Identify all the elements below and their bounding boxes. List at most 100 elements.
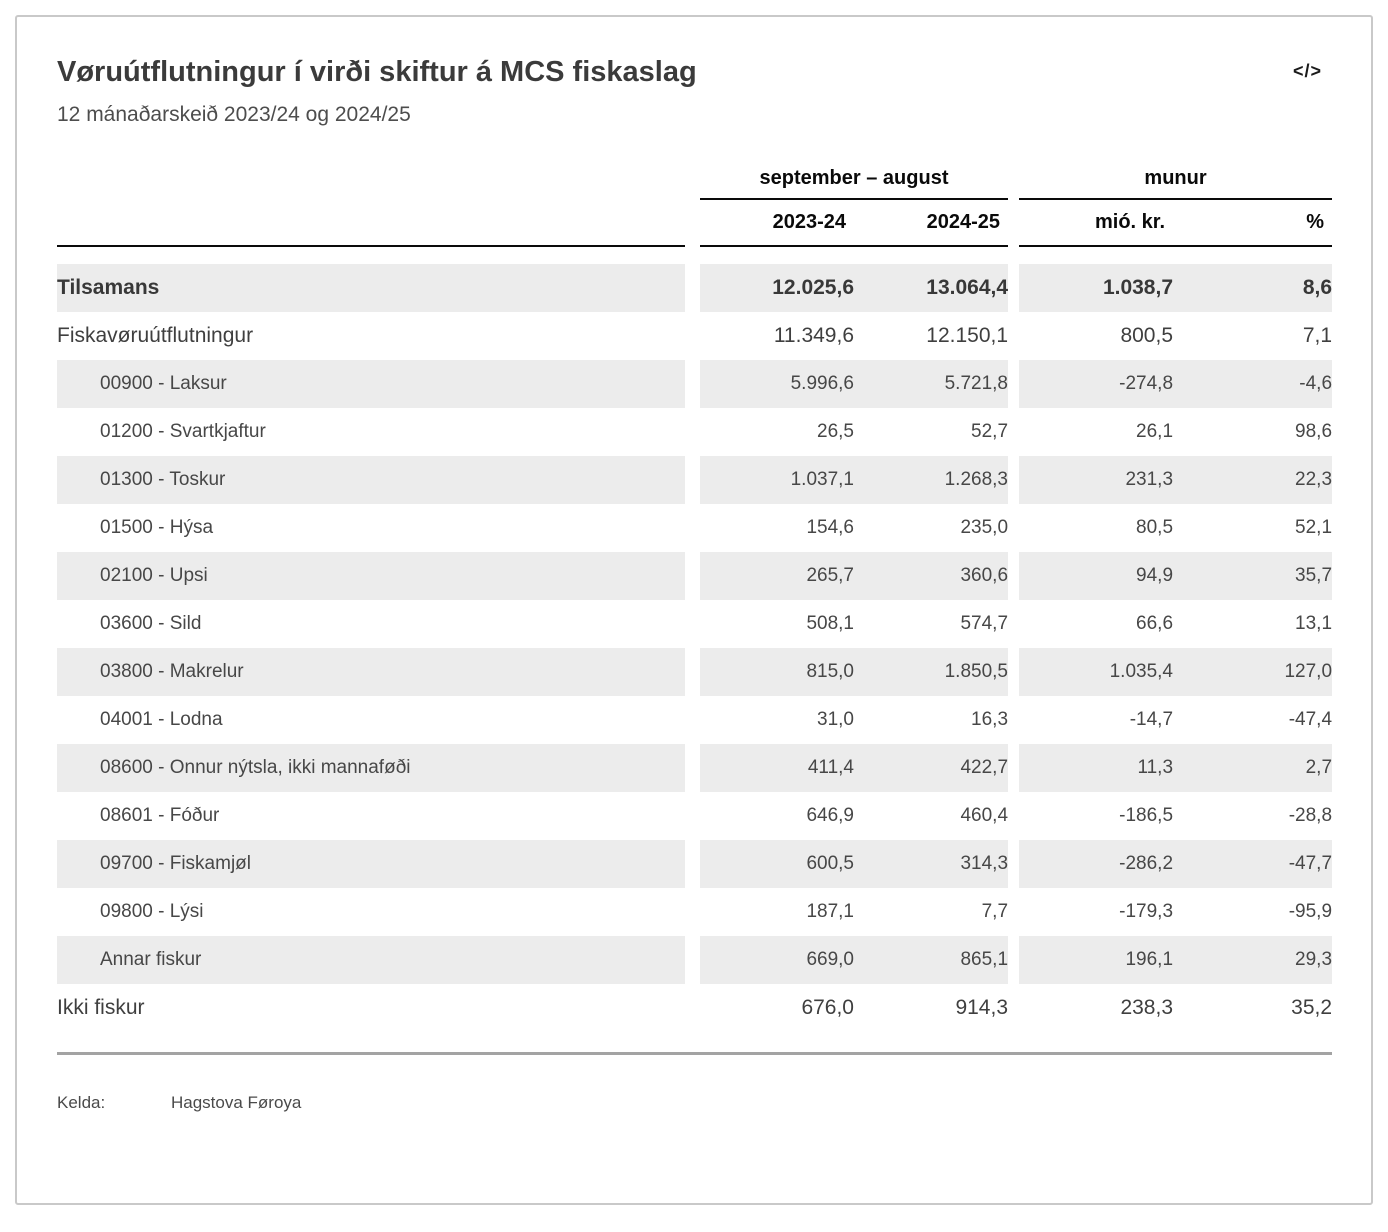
gap-cell [1008, 792, 1020, 840]
value-2023-24: 12.025,6 [700, 264, 854, 312]
table-row: Fiskavøruútflutningur 11.349,6 12.150,1 … [57, 312, 1332, 360]
value-munur-mio-kr: 238,3 [1120, 996, 1174, 1019]
data-table: september – august munur 2023-24 2024-25… [57, 159, 1333, 1032]
gap-cell [1008, 504, 1020, 552]
empty-corner-cell [57, 159, 685, 199]
row-label: 09800 - Lýsi [100, 901, 204, 922]
row-label: 03800 - Makrelur [57, 648, 685, 696]
row-label: 02100 - Upsi [57, 552, 685, 600]
row-label: Annar fiskur [57, 936, 685, 984]
table-row: 03600 - Sild 508,1 574,7 66,6 13,1 [57, 600, 1332, 648]
gap-cell [1008, 936, 1020, 984]
value-munur-percent: -95,9 [1288, 901, 1333, 922]
value-munur-mio-kr: 26,1 [1136, 421, 1174, 442]
gap-cell [1008, 456, 1020, 504]
value-munur-mio-kr: 11,3 [1019, 744, 1174, 792]
value-munur-mio-kr: 1.038,7 [1019, 264, 1174, 312]
gap-cell [1008, 199, 1020, 246]
table-row: 01500 - Hýsa 154,6 235,0 80,5 52,1 [57, 504, 1332, 552]
value-2023-24: 11.349,6 [773, 324, 854, 347]
value-munur-percent: 35,2 [1291, 996, 1333, 1019]
gap-cell [685, 264, 700, 312]
row-label: 08600 - Onnur nýtsla, ikki mannaføði [57, 744, 685, 792]
value-munur-percent: -28,8 [1288, 805, 1333, 826]
value-2024-25: 314,3 [854, 840, 1009, 888]
table-body: Tilsamans 12.025,6 13.064,4 1.038,7 8,6 … [57, 264, 1333, 1032]
column-header-2023-24: 2023-24 [700, 199, 854, 247]
gap-cell [1008, 888, 1020, 936]
footer-divider [57, 1052, 1332, 1055]
value-munur-percent: 22,3 [1173, 456, 1333, 504]
value-munur-mio-kr: 66,6 [1136, 613, 1174, 634]
gap-cell [685, 648, 700, 696]
table-row: Ikki fiskur 676,0 914,3 238,3 35,2 [57, 984, 1332, 1032]
gap-cell [685, 744, 700, 792]
row-label: 00900 - Laksur [57, 360, 685, 408]
value-munur-percent: 7,1 [1302, 324, 1333, 347]
table-row: 09700 - Fiskamjøl 600,5 314,3 -286,2 -47… [57, 840, 1333, 888]
value-2023-24: 411,4 [700, 744, 854, 792]
column-group-row: september – august munur [57, 159, 1333, 200]
spacer-row [57, 246, 1332, 264]
table-card: Vøruútflutningur í virði skiftur á MCS f… [15, 15, 1373, 1205]
value-2024-25: 914,3 [955, 996, 1009, 1019]
row-label: Fiskavøruútflutningur [57, 324, 254, 347]
table-row: 02100 - Upsi 265,7 360,6 94,9 35,7 [57, 552, 1333, 600]
gap-cell [685, 456, 700, 504]
gap-cell [685, 984, 700, 1032]
table-row: 01300 - Toskur 1.037,1 1.268,3 231,3 22,… [57, 456, 1333, 504]
value-munur-mio-kr: -274,8 [1019, 360, 1174, 408]
footer: Kelda: Hagstova Føroya [57, 1093, 1332, 1113]
value-2024-25: 5.721,8 [854, 360, 1009, 408]
value-2023-24: 1.037,1 [700, 456, 854, 504]
value-munur-mio-kr: -179,3 [1119, 901, 1174, 922]
column-header-percent: % [1173, 199, 1333, 247]
table-row: 08601 - Fóður 646,9 460,4 -186,5 -28,8 [57, 792, 1332, 840]
title-row: Vøruútflutningur í virði skiftur á MCS f… [57, 55, 1332, 89]
value-2023-24: 815,0 [700, 648, 854, 696]
value-2024-25: 422,7 [854, 744, 1009, 792]
row-label: 09700 - Fiskamjøl [57, 840, 685, 888]
source-label: Kelda: [57, 1093, 106, 1112]
row-label: 01500 - Hýsa [100, 517, 214, 538]
row-label: 01300 - Toskur [57, 456, 685, 504]
gap-cell [1008, 360, 1020, 408]
value-munur-mio-kr: 231,3 [1019, 456, 1174, 504]
value-2023-24: 676,0 [801, 996, 854, 1019]
gap-cell [1008, 744, 1020, 792]
value-munur-percent: 98,6 [1295, 421, 1333, 442]
embed-code-icon[interactable]: </> [1292, 61, 1322, 81]
value-2023-24: 508,1 [806, 613, 854, 634]
value-2024-25: 1.850,5 [854, 648, 1009, 696]
gap-cell [685, 600, 700, 648]
value-munur-percent: 29,3 [1173, 936, 1333, 984]
gap-cell [685, 792, 700, 840]
value-2024-25: 235,0 [960, 517, 1009, 538]
source-value: Hagstova Føroya [171, 1093, 302, 1112]
gap-cell [685, 312, 700, 360]
table-row: 08600 - Onnur nýtsla, ikki mannaføði 411… [57, 744, 1333, 792]
row-label: Tilsamans [57, 264, 685, 312]
table-row: Annar fiskur 669,0 865,1 196,1 29,3 [57, 936, 1333, 984]
table-row: 00900 - Laksur 5.996,6 5.721,8 -274,8 -4… [57, 360, 1333, 408]
value-munur-percent: 52,1 [1295, 517, 1333, 538]
value-2023-24: 669,0 [700, 936, 854, 984]
gap-cell [685, 408, 700, 456]
value-munur-mio-kr: -186,5 [1119, 805, 1174, 826]
table-row: 09800 - Lýsi 187,1 7,7 -179,3 -95,9 [57, 888, 1332, 936]
value-munur-percent: 13,1 [1295, 613, 1333, 634]
value-munur-percent: 8,6 [1173, 264, 1333, 312]
value-2024-25: 52,7 [971, 421, 1009, 442]
row-label: Ikki fiskur [57, 996, 145, 1019]
gap-cell [1008, 600, 1020, 648]
gap-cell [685, 552, 700, 600]
value-2024-25: 12.150,1 [926, 324, 1009, 347]
table-row: 04001 - Lodna 31,0 16,3 -14,7 -47,4 [57, 696, 1332, 744]
value-2023-24: 5.996,6 [700, 360, 854, 408]
value-munur-percent: -47,7 [1173, 840, 1333, 888]
gap-cell [1008, 984, 1020, 1032]
value-munur-mio-kr: 94,9 [1019, 552, 1174, 600]
gap-cell [1008, 264, 1020, 312]
gap-cell [685, 504, 700, 552]
value-munur-mio-kr: 800,5 [1120, 324, 1174, 347]
